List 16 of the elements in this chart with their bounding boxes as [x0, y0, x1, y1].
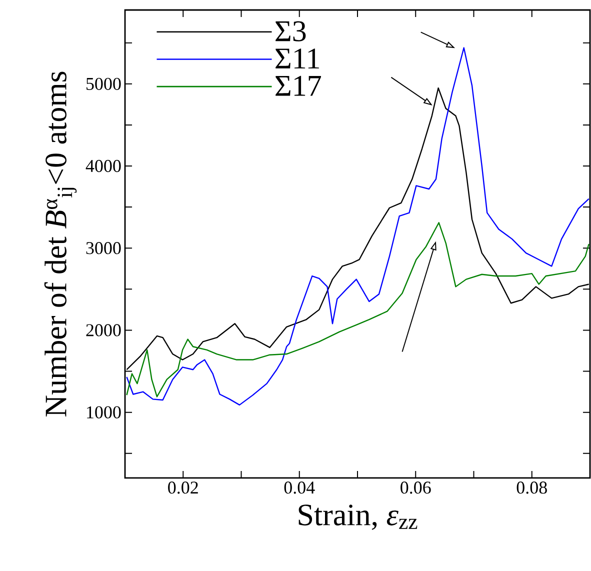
- x-tick-label: 0.06: [400, 482, 431, 494]
- y-tick-label: 3000: [86, 242, 121, 254]
- x-axis-title: Strain, ε$_{zz}$: [298, 504, 418, 530]
- x-tick-label: 0.08: [516, 482, 547, 494]
- line-series: [126, 47, 590, 406]
- x-tick-label: 0.04: [284, 482, 315, 494]
- line-series: [126, 222, 590, 398]
- y-tick-label: 2000: [86, 324, 121, 336]
- legend-label: Σ3: [276, 21, 306, 42]
- legend-label: Σ11: [276, 48, 319, 68]
- x-tick-label: 0.02: [168, 482, 198, 494]
- legend-label: Σ17: [276, 76, 321, 96]
- y-axis-title: Number of det B$^{α}$$_{ij}$<0 atoms: [44, 72, 77, 416]
- y-tick-label: 1000: [87, 406, 121, 418]
- y-tick-label: 4000: [86, 160, 121, 172]
- y-tick-label: 5000: [86, 78, 121, 90]
